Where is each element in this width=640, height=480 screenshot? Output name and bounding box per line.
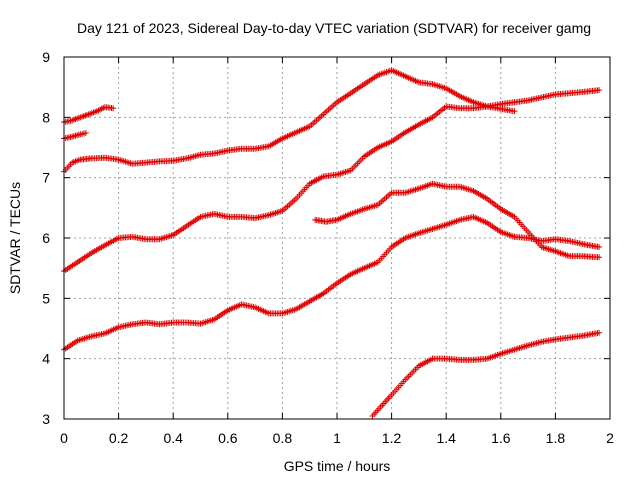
y-tick-label: 7 [42,170,50,186]
data-points [61,67,603,419]
data-point [596,87,603,94]
x-tick-label: 0.2 [109,430,129,446]
y-tick-label: 5 [42,290,50,306]
y-axis-label: SDTVAR / TECUs [7,182,23,294]
series-trace-d [61,87,603,275]
y-tick-labels: 3 4 5 6 7 8 9 [42,49,50,427]
x-tick-label: 1.2 [382,430,402,446]
x-axis-label: GPS time / hours [284,458,391,474]
series-trace-f [61,213,603,353]
y-tick-label: 4 [42,351,50,367]
x-tick-label: 1 [333,430,341,446]
series-trace-a [61,104,117,126]
x-tick-label: 0 [60,430,68,446]
series-trace-b [61,130,89,142]
series-trace-g [369,329,603,419]
chart-title: Day 121 of 2023, Sidereal Day-to-day VTE… [77,20,591,36]
series-trace-c [61,67,518,175]
x-tick-label: 0.4 [163,430,183,446]
plot-frame [63,56,611,420]
data-point [110,105,117,112]
data-point [82,130,89,137]
x-tick-labels: 0 0.2 0.4 0.6 0.8 1 1.2 1.4 1.6 1.8 2 [60,430,614,446]
y-tick-label: 3 [42,411,50,427]
x-tick-label: 0.8 [273,430,293,446]
series-trace-e [312,180,603,261]
y-tick-label: 8 [42,109,50,125]
x-tick-label: 1.4 [436,430,456,446]
data-point [511,108,518,115]
x-tick-label: 2 [606,430,614,446]
y-tick-label: 6 [42,230,50,246]
x-tick-label: 1.6 [491,430,511,446]
x-tick-label: 0.6 [218,430,238,446]
data-point [596,329,603,336]
data-point [596,254,603,261]
y-tick-label: 9 [42,49,50,65]
grid-lines [64,57,610,419]
x-tick-label: 1.8 [546,430,566,446]
data-point [596,244,603,251]
